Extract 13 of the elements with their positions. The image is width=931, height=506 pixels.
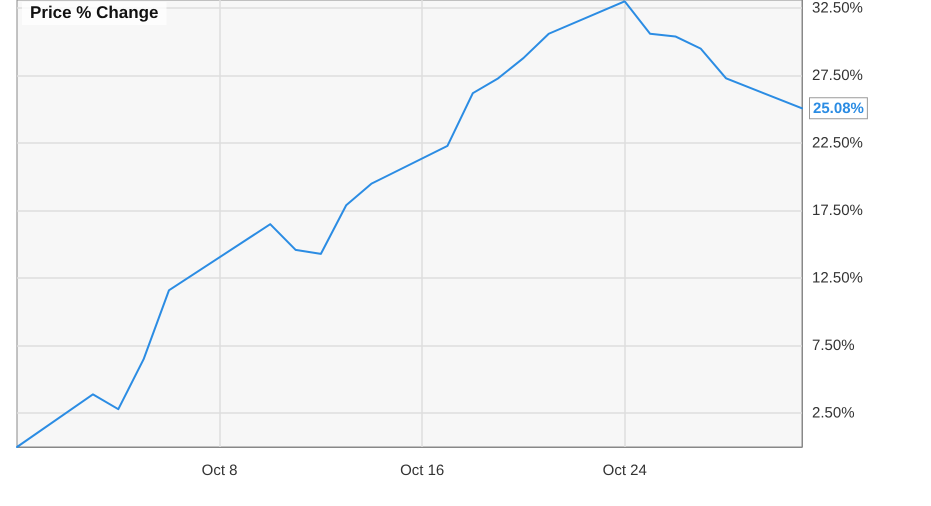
y-tick-label: 27.50%: [812, 67, 863, 84]
y-tick-label: 32.50%: [812, 0, 863, 17]
data-label: 25.08%: [813, 100, 864, 117]
x-tick-label: Oct 8: [202, 462, 238, 479]
y-tick-label: 12.50%: [812, 270, 863, 287]
y-tick-label: 17.50%: [812, 202, 863, 220]
line-series: [16, 0, 803, 448]
chart-title: Price % Change: [30, 3, 158, 22]
y-tick-label: 22.50%: [812, 134, 863, 152]
y-tick-label: 7.50%: [812, 337, 855, 354]
y-tick-label: 2.50%: [812, 404, 855, 422]
x-tick-label: Oct 24: [602, 462, 647, 479]
x-tick-label: Oct 16: [400, 462, 444, 479]
